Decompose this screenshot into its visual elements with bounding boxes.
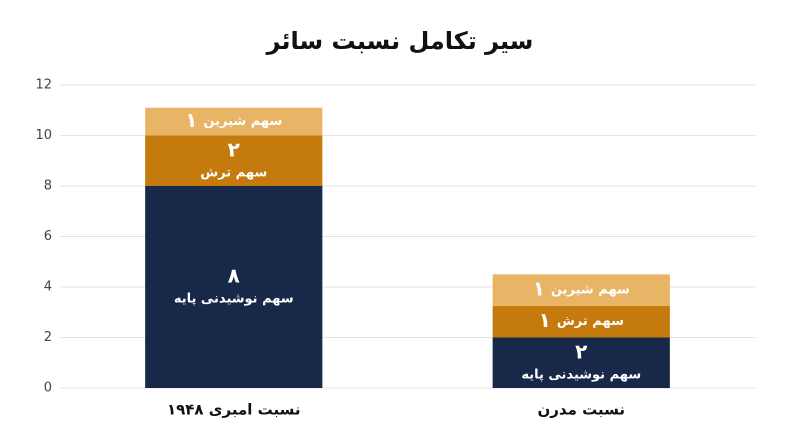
x-tick-label: نسبت مدرن — [537, 401, 625, 419]
bar-segment — [492, 337, 670, 388]
data-label: ۱ — [185, 108, 197, 132]
y-tick-label: 0 — [44, 381, 52, 396]
chart-title: سیر تکامل نسبت سائر — [266, 27, 534, 55]
data-label: ۲ — [575, 339, 587, 363]
bar-segment — [492, 305, 670, 338]
bar-segment — [145, 107, 323, 136]
data-label: ۱ — [539, 308, 551, 332]
y-tick-label: 4 — [44, 280, 52, 295]
x-tick-label: نسبت امبری ۱۹۴۸ — [167, 401, 301, 419]
y-tick-label: 6 — [44, 229, 52, 244]
segment-label: سهم نوشیدنی پایه — [521, 367, 641, 382]
bar-segment — [145, 186, 323, 388]
y-tick-label: 8 — [44, 179, 52, 194]
segment-label: سهم شیرین — [203, 114, 282, 129]
y-tick-label: 10 — [35, 128, 52, 143]
bar-segment — [145, 135, 323, 186]
data-label: ۱ — [533, 277, 545, 301]
segment-label: سهم ترش — [200, 165, 267, 180]
segment-label: سهم ترش — [557, 314, 624, 329]
bar-segment — [492, 274, 670, 306]
data-label: ۸ — [228, 264, 240, 288]
segment-label: سهم شیرین — [551, 283, 630, 298]
y-tick-label: 2 — [44, 330, 52, 345]
y-tick-label: 12 — [35, 78, 52, 93]
data-label: ۲ — [228, 137, 240, 161]
segment-label: سهم نوشیدنی پایه — [174, 292, 294, 307]
